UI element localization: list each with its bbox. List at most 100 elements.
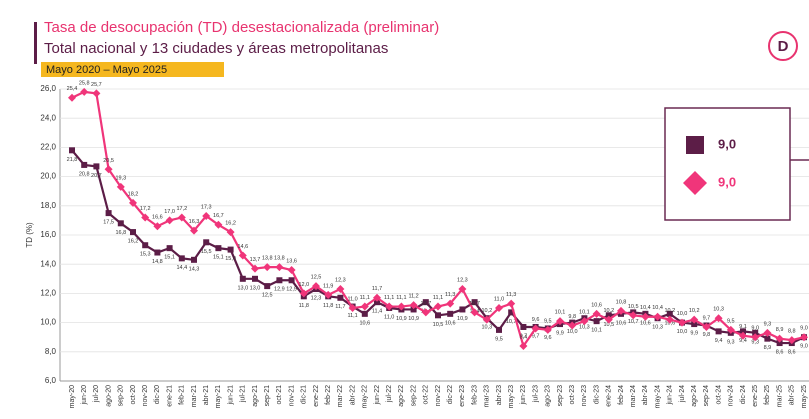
square-marker [93, 163, 100, 170]
x-tick-label: dic-21 [301, 385, 308, 404]
data-label: 10,9 [457, 316, 468, 322]
legend-value: 9,0 [718, 136, 736, 151]
x-tick-label: jun-24 [667, 385, 674, 406]
square-marker [337, 294, 344, 301]
y-tick-label: 10,0 [40, 318, 56, 327]
data-label: 10,5 [628, 304, 639, 310]
data-label: 10,4 [640, 305, 651, 311]
data-label: 9,0 [800, 326, 808, 332]
data-label: 9,3 [751, 339, 759, 345]
data-label: 15,0 [225, 256, 236, 262]
data-label: 11,1 [360, 295, 370, 301]
data-label: 11,8 [299, 303, 309, 309]
x-tick-label: ago-22 [398, 385, 405, 407]
data-label: 11,8 [323, 303, 333, 309]
diamond-marker [68, 93, 76, 102]
data-label: 20,7 [91, 173, 102, 179]
x-tick-label: feb-21 [179, 385, 186, 405]
diamond-marker [531, 324, 540, 333]
diamond-marker [177, 213, 186, 222]
x-tick-label: abr-25 [789, 385, 796, 405]
square-marker [227, 246, 234, 253]
square-marker [178, 255, 185, 262]
y-tick-label: 22,0 [40, 143, 56, 152]
data-label: 14,8 [152, 259, 163, 265]
square-marker [117, 220, 124, 227]
x-tick-label: mar-22 [337, 385, 344, 407]
y-tick-label: 14,0 [40, 259, 56, 268]
x-tick-label: jul-20 [93, 385, 100, 403]
data-label: 12,9 [274, 287, 285, 293]
diamond-marker [312, 282, 320, 291]
square-marker [715, 328, 722, 335]
data-label: 25,4 [67, 86, 78, 92]
square-marker [740, 328, 746, 335]
x-tick-label: jul-23 [532, 385, 539, 403]
data-label: 9,6 [532, 317, 540, 323]
square-marker [422, 299, 429, 306]
square-marker [215, 245, 222, 252]
x-tick-label: dic-24 [740, 385, 747, 404]
data-label: 9,9 [690, 331, 698, 337]
diamond-marker [141, 213, 150, 222]
diamond-marker [629, 311, 638, 320]
x-tick-label: mar-21 [191, 385, 198, 407]
data-label: 13,0 [237, 285, 248, 291]
data-label: 12,0 [298, 282, 309, 288]
x-tick-label: sep-21 [264, 385, 271, 407]
data-label: 10,1 [555, 310, 566, 316]
chart-subtitle: Total nacional y 13 ciudades y áreas met… [44, 40, 388, 57]
diamond-marker [739, 331, 747, 340]
x-tick-label: dic-23 [593, 385, 600, 404]
diamond-marker [190, 226, 198, 235]
x-tick-label: mar-24 [630, 385, 637, 407]
diamond-marker [409, 301, 418, 310]
square-marker [691, 321, 698, 328]
data-label: 15,1 [164, 255, 175, 261]
x-tick-label: may-25 [801, 385, 808, 408]
data-label: 16,6 [152, 215, 163, 221]
y-tick-label: 12,0 [40, 289, 56, 298]
diamond-marker [519, 341, 528, 350]
data-label: 11,9 [323, 283, 333, 289]
data-label: 12,5 [311, 275, 322, 281]
data-label: 11,1 [433, 295, 443, 301]
data-label: 9,5 [727, 318, 735, 324]
diamond-marker [226, 228, 235, 237]
data-label: 14,6 [237, 244, 248, 250]
data-label: 9,3 [727, 339, 735, 345]
x-tick-label: may-24 [654, 385, 661, 408]
data-label: 10,6 [359, 320, 370, 326]
square-marker [105, 210, 112, 217]
diamond-marker [434, 302, 442, 311]
data-label: 10,9 [396, 316, 407, 322]
data-label: 8,6 [788, 349, 796, 355]
data-label: 9,6 [544, 335, 552, 341]
square-marker [130, 229, 136, 236]
diamond-marker [458, 285, 467, 294]
x-tick-label: abr-22 [349, 385, 356, 405]
data-label: 18,2 [128, 191, 139, 197]
data-label: 15,3 [140, 252, 151, 258]
x-tick-label: feb-22 [325, 385, 332, 405]
data-label: 10,7 [506, 319, 517, 325]
square-marker [252, 275, 258, 282]
diamond-marker [592, 309, 601, 318]
diamond-marker [470, 308, 479, 317]
diamond-marker [299, 289, 308, 298]
data-label: 25,8 [79, 80, 90, 86]
data-label: 10,0 [677, 329, 688, 335]
diamond-marker [690, 315, 699, 324]
data-label: 17,3 [201, 204, 212, 210]
x-tick-label: sep-22 [410, 385, 417, 407]
diamond-marker [543, 325, 552, 334]
diamond-marker [604, 315, 613, 324]
data-label: 9,7 [520, 333, 528, 339]
x-tick-label: may-20 [69, 385, 76, 408]
data-label: 15,5 [201, 249, 212, 255]
diamond-marker [80, 87, 89, 96]
data-label: 10,7 [628, 319, 639, 325]
x-tick-label: jul-22 [386, 385, 393, 403]
data-label: 13,7 [250, 257, 261, 263]
